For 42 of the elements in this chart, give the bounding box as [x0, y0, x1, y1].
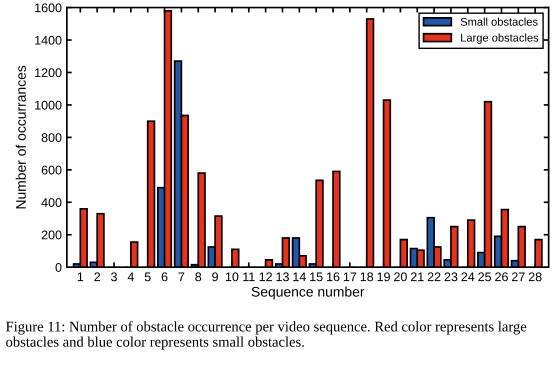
x-tick-label: 18	[360, 272, 374, 282]
y-tick-label: 1400	[35, 36, 62, 45]
y-tick-label: 600	[42, 166, 62, 174]
x-tick-label: 23	[444, 272, 458, 282]
y-tick-label: 1000	[35, 100, 62, 110]
x-tick-label: 25	[478, 272, 492, 282]
x-axis-title: Sequence number	[252, 286, 364, 300]
x-tick-label: 4	[128, 272, 134, 282]
x-tick-label: 2	[94, 272, 100, 282]
y-tick-label: 1200	[35, 68, 62, 78]
x-tick-label: 27	[512, 272, 525, 282]
legend-label: Small obstacles	[460, 18, 538, 26]
x-tick-label: 6	[162, 272, 168, 282]
caption: Figure 11: Number of obstacle occurrence per video sequence. Red color represents large obstacles and blue color represents small obstacles.	[6, 321, 526, 350]
x-tick-label: 12	[260, 272, 272, 282]
x-tick-label: 16	[327, 272, 340, 282]
x-tick-label: 22	[428, 272, 440, 282]
x-tick-label: 21	[410, 272, 424, 282]
x-tick-label: 11	[243, 272, 255, 282]
y-axis-title: Number of occurrances	[16, 66, 26, 208]
x-tick-label: 3	[111, 272, 117, 282]
x-tick-label: 17	[344, 272, 356, 282]
x-tick-label: 14	[293, 272, 306, 282]
y-tick-label: 1600	[35, 3, 62, 12]
y-tick-label: 0	[56, 262, 62, 272]
x-tick-label: 10	[226, 272, 238, 282]
x-tick-label: 15	[310, 272, 323, 282]
x-tick-label: 13	[276, 272, 289, 282]
x-tick-label: 5	[144, 272, 151, 282]
x-tick-label: 7	[178, 272, 184, 282]
x-tick-label: 28	[528, 272, 542, 282]
x-tick-label: 24	[461, 272, 474, 282]
y-tick-label: 400	[41, 198, 62, 207]
x-tick-label: 1	[78, 272, 84, 282]
x-tick-label: 26	[495, 272, 508, 282]
y-tick-label: 800	[42, 133, 62, 142]
x-tick-label: 8	[195, 272, 202, 282]
y-tick-label: 200	[42, 230, 62, 240]
x-tick-label: 19	[378, 272, 390, 282]
legend-label: Large obstacles	[461, 33, 538, 44]
x-tick-label: 20	[394, 272, 407, 282]
x-tick-label: 9	[212, 272, 218, 282]
